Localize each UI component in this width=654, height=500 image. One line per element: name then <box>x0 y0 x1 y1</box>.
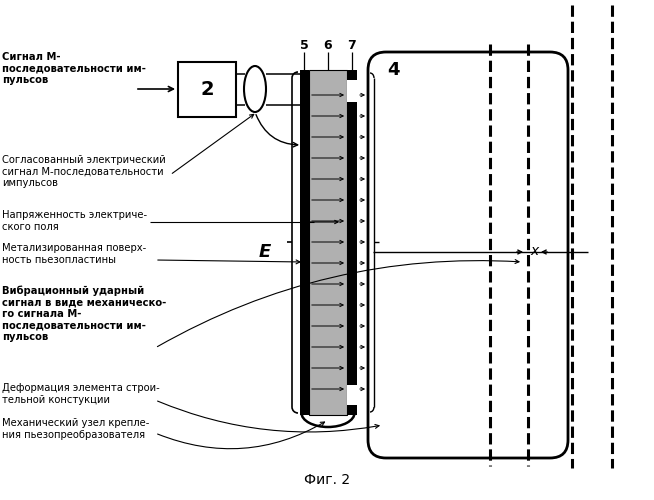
Text: 4: 4 <box>387 61 399 79</box>
Bar <box>347 385 357 415</box>
Text: Напряженность электриче-
ского поля: Напряженность электриче- ского поля <box>2 210 147 232</box>
Bar <box>347 80 357 102</box>
Ellipse shape <box>244 66 266 112</box>
Text: Фиг. 2: Фиг. 2 <box>304 473 350 487</box>
Bar <box>300 70 309 415</box>
Text: 5: 5 <box>300 39 309 52</box>
Text: 2: 2 <box>200 80 214 99</box>
FancyArrowPatch shape <box>256 114 298 147</box>
Bar <box>347 405 357 415</box>
Text: Механический узел крепле-
ния пьезопреобразователя: Механический узел крепле- ния пьезопреоб… <box>2 418 149 440</box>
Text: Согласованный электрический
сигнал М-последовательности
импульсов: Согласованный электрический сигнал М-пос… <box>2 155 165 188</box>
Text: Вибрационный ударный
сигнал в виде механическо-
го сигнала М-
последовательности: Вибрационный ударный сигнал в виде механ… <box>2 285 166 342</box>
Bar <box>347 70 357 80</box>
FancyBboxPatch shape <box>368 52 568 458</box>
Text: x: x <box>530 244 538 258</box>
Bar <box>309 70 347 415</box>
Text: Деформация элемента строи-
тельной констукции: Деформация элемента строи- тельной конст… <box>2 383 160 404</box>
Bar <box>347 70 357 415</box>
Text: E: E <box>259 243 271 261</box>
Text: 7: 7 <box>348 39 356 52</box>
Text: Метализированная поверх-
ность пьезопластины: Метализированная поверх- ность пьезоплас… <box>2 243 146 264</box>
Text: Сигнал М-
последовательности им-
пульсов: Сигнал М- последовательности им- пульсов <box>2 52 146 85</box>
Bar <box>178 62 236 117</box>
Text: 6: 6 <box>324 39 332 52</box>
